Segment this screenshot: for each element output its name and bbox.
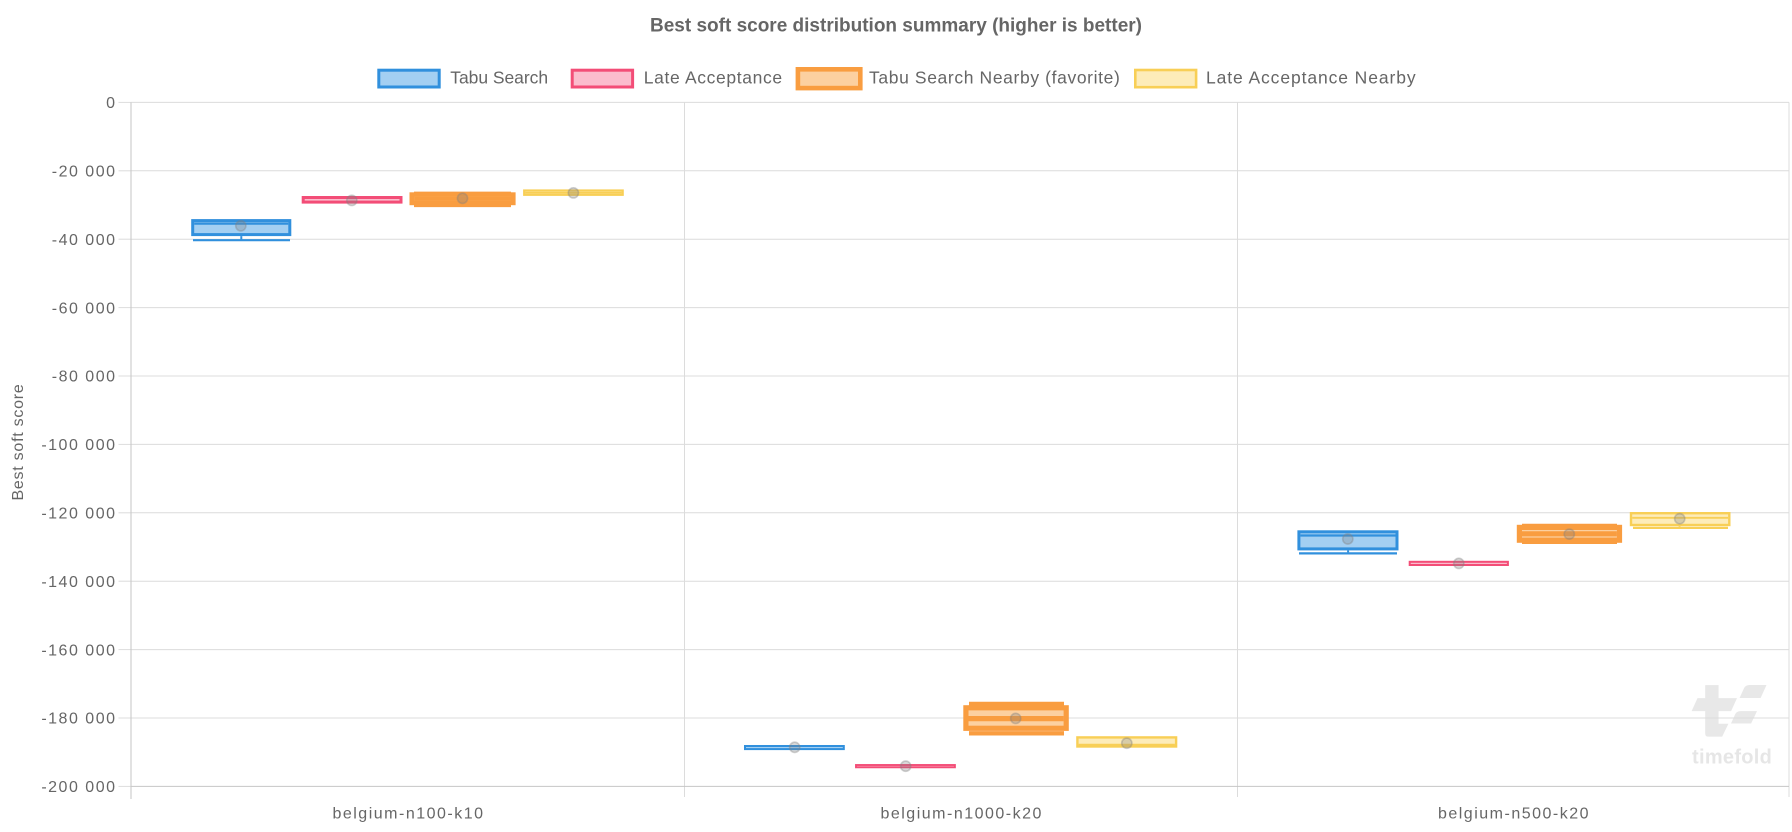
svg-text:Tabu Search Nearby (favorite): Tabu Search Nearby (favorite) [869, 68, 1120, 88]
svg-text:timefold: timefold [1692, 747, 1772, 769]
svg-text:Best soft score: Best soft score [10, 383, 27, 500]
svg-text:belgium-n100-k10: belgium-n100-k10 [332, 806, 484, 823]
svg-text:Late Acceptance Nearby: Late Acceptance Nearby [1206, 68, 1416, 88]
svg-text:belgium-n1000-k20: belgium-n1000-k20 [880, 806, 1042, 823]
svg-text:Tabu Search: Tabu Search [450, 68, 548, 88]
svg-text:-180 000: -180 000 [41, 711, 116, 728]
svg-text:Best soft score distribution s: Best soft score distribution summary (hi… [650, 16, 1142, 37]
svg-text:Late Acceptance: Late Acceptance [644, 68, 783, 88]
svg-text:-100 000: -100 000 [41, 437, 116, 454]
svg-text:-140 000: -140 000 [41, 574, 116, 591]
svg-text:-60 000: -60 000 [52, 300, 117, 317]
svg-text:-20 000: -20 000 [52, 164, 117, 181]
svg-text:-80 000: -80 000 [52, 369, 117, 386]
svg-text:-120 000: -120 000 [41, 506, 116, 523]
svg-text:-40 000: -40 000 [52, 232, 117, 249]
svg-text:-200 000: -200 000 [41, 779, 116, 796]
svg-text:belgium-n500-k20: belgium-n500-k20 [1438, 806, 1590, 823]
svg-text:0: 0 [106, 95, 116, 112]
svg-text:-160 000: -160 000 [41, 642, 116, 659]
